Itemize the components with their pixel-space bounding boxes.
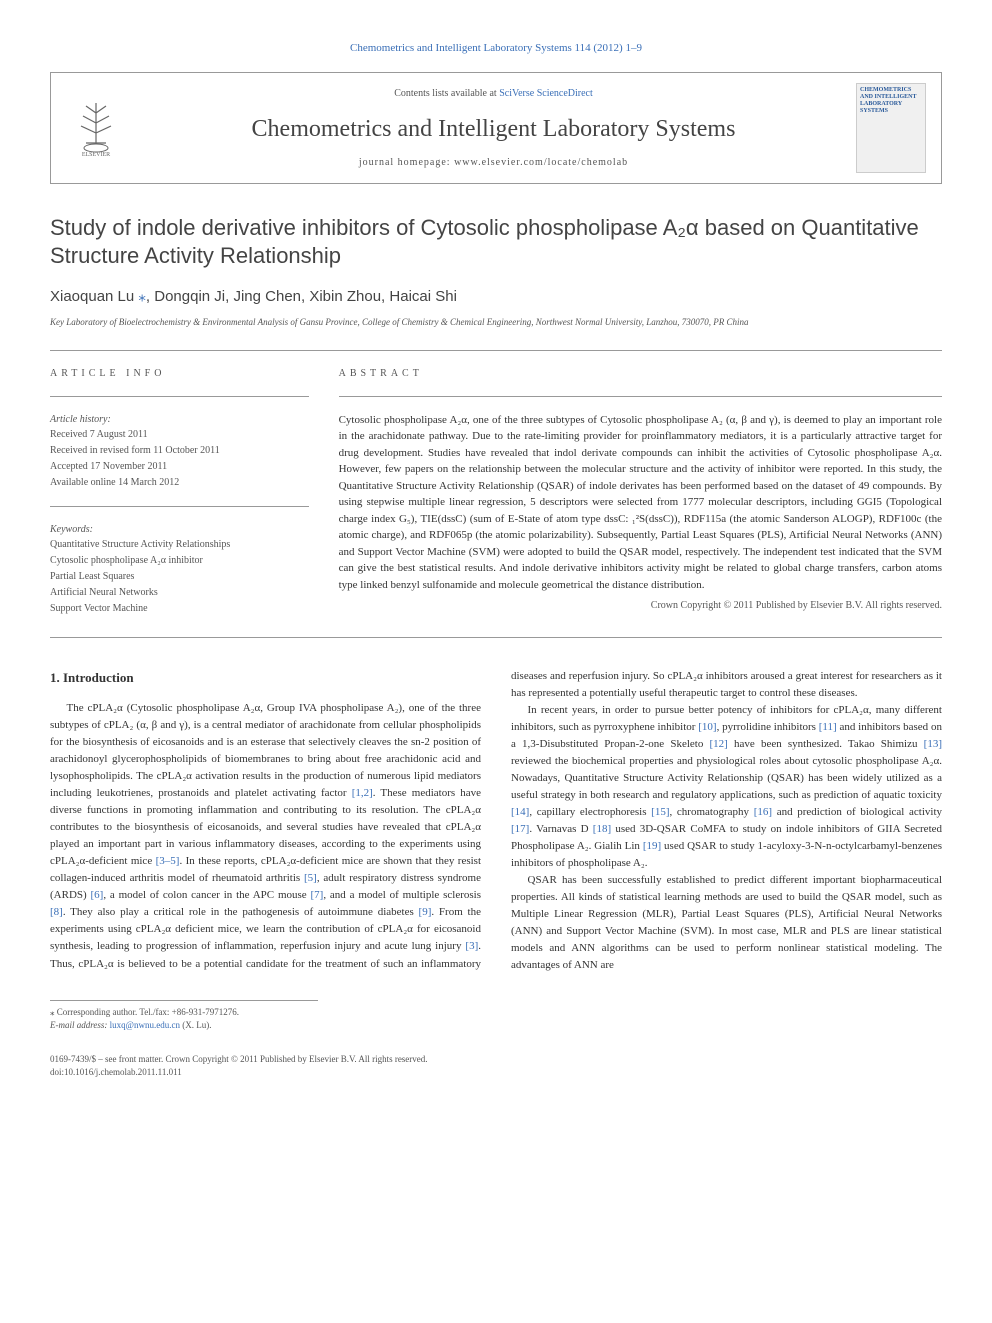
article-title: Study of indole derivative inhibitors of… [50, 214, 942, 271]
corresponding-star-icon: ⁎ [138, 288, 146, 305]
cite-3[interactable]: [3] [465, 940, 478, 952]
doi: doi:10.1016/j.chemolab.2011.11.011 [50, 1066, 942, 1080]
elsevier-tree-icon: ELSEVIER [71, 98, 121, 158]
journal-cover-thumbnail: CHEMOMETRICS AND INTELLIGENT LABORATORY … [856, 83, 926, 173]
cite-12[interactable]: [12] [710, 738, 728, 750]
section-1-heading: 1. Introduction [50, 668, 481, 688]
email-suffix: (X. Lu). [180, 1020, 212, 1030]
cover-line-1: CHEMOMETRICS [860, 87, 922, 94]
cite-6[interactable]: [6] [91, 889, 104, 901]
corr-author-line: ⁎ Corresponding author. Tel./fax: +86-93… [50, 1006, 942, 1020]
cover-line-3: LABORATORY [860, 101, 922, 108]
sciencedirect-link[interactable]: SciVerse ScienceDirect [499, 88, 593, 99]
cite-18[interactable]: [18] [593, 823, 611, 835]
homepage-url[interactable]: www.elsevier.com/locate/chemolab [454, 157, 628, 168]
affiliation: Key Laboratory of Bioelectrochemistry & … [50, 316, 942, 330]
elsevier-logo: ELSEVIER [66, 93, 126, 163]
cite-17[interactable]: [17] [511, 823, 529, 835]
info-divider-2 [50, 506, 309, 507]
journal-name: Chemometrics and Intelligent Laboratory … [146, 111, 841, 147]
history-label: Article history: [50, 412, 309, 427]
abstract-heading: ABSTRACT [339, 366, 942, 381]
article-info-column: ARTICLE INFO Article history: Received 7… [50, 366, 309, 617]
cite-14[interactable]: [14] [511, 806, 529, 818]
contents-prefix: Contents lists available at [394, 88, 499, 99]
cite-11[interactable]: [11] [819, 721, 837, 733]
keyword-3: Partial Least Squares [50, 569, 309, 585]
abstract-column: ABSTRACT Cytosolic phospholipase A₂α, on… [339, 366, 942, 617]
contents-available-line: Contents lists available at SciVerse Sci… [146, 86, 841, 101]
cite-19[interactable]: [19] [643, 840, 661, 852]
homepage-prefix: journal homepage: [359, 157, 454, 168]
cover-line-4: SYSTEMS [860, 108, 922, 115]
accepted-date: Accepted 17 November 2011 [50, 459, 309, 475]
email-line: E-mail address: luxq@nwnu.edu.cn (X. Lu)… [50, 1019, 942, 1033]
abstract-copyright: Crown Copyright © 2011 Published by Else… [339, 598, 942, 613]
cite-8[interactable]: [8] [50, 906, 63, 918]
bottom-bar: 0169-7439/$ – see front matter. Crown Co… [50, 1053, 942, 1080]
abstract-text: Cytosolic phospholipase A₂α, one of the … [339, 412, 942, 594]
journal-homepage: journal homepage: www.elsevier.com/locat… [146, 155, 841, 170]
cover-line-2: AND INTELLIGENT [860, 94, 922, 101]
cite-5[interactable]: [5] [304, 872, 317, 884]
keyword-1: Quantitative Structure Activity Relation… [50, 537, 309, 553]
cite-13[interactable]: [13] [924, 738, 942, 750]
divider-mid [50, 637, 942, 638]
email-label: E-mail address: [50, 1020, 110, 1030]
cite-15[interactable]: [15] [651, 806, 669, 818]
keyword-5: Support Vector Machine [50, 601, 309, 617]
keyword-2: Cytosolic phospholipase A₂α inhibitor [50, 553, 309, 569]
intro-para-3: QSAR has been successfully established t… [511, 872, 942, 974]
online-date: Available online 14 March 2012 [50, 475, 309, 491]
journal-citation-header[interactable]: Chemometrics and Intelligent Laboratory … [50, 40, 942, 57]
abstract-divider [339, 396, 942, 397]
journal-header-box: ELSEVIER Contents lists available at Sci… [50, 72, 942, 184]
received-date: Received 7 August 2011 [50, 427, 309, 443]
cite-16[interactable]: [16] [754, 806, 772, 818]
article-info-heading: ARTICLE INFO [50, 366, 309, 381]
keyword-4: Artificial Neural Networks [50, 585, 309, 601]
footnote-divider [50, 1000, 318, 1001]
cite-1-2[interactable]: [1,2] [352, 787, 373, 799]
cite-3-5[interactable]: [3–5] [156, 855, 180, 867]
info-abstract-row: ARTICLE INFO Article history: Received 7… [50, 366, 942, 617]
divider-top [50, 350, 942, 351]
cite-9[interactable]: [9] [419, 906, 432, 918]
info-divider-1 [50, 396, 309, 397]
keywords-label: Keywords: [50, 522, 309, 537]
corresponding-author-footnote: ⁎ Corresponding author. Tel./fax: +86-93… [50, 1006, 942, 1033]
intro-para-2: In recent years, in order to pursue bett… [511, 702, 942, 872]
issn-copyright: 0169-7439/$ – see front matter. Crown Co… [50, 1053, 942, 1067]
email-link[interactable]: luxq@nwnu.edu.cn [110, 1020, 180, 1030]
body-text-columns: 1. Introduction The cPLA₂α (Cytosolic ph… [50, 668, 942, 975]
revised-date: Received in revised form 11 October 2011 [50, 443, 309, 459]
svg-text:ELSEVIER: ELSEVIER [82, 152, 110, 158]
authors-list: Xiaoquan Lu ⁎, Dongqin Ji, Jing Chen, Xi… [50, 286, 942, 309]
cite-10[interactable]: [10] [698, 721, 716, 733]
cite-7[interactable]: [7] [311, 889, 324, 901]
header-center: Contents lists available at SciVerse Sci… [146, 86, 841, 170]
